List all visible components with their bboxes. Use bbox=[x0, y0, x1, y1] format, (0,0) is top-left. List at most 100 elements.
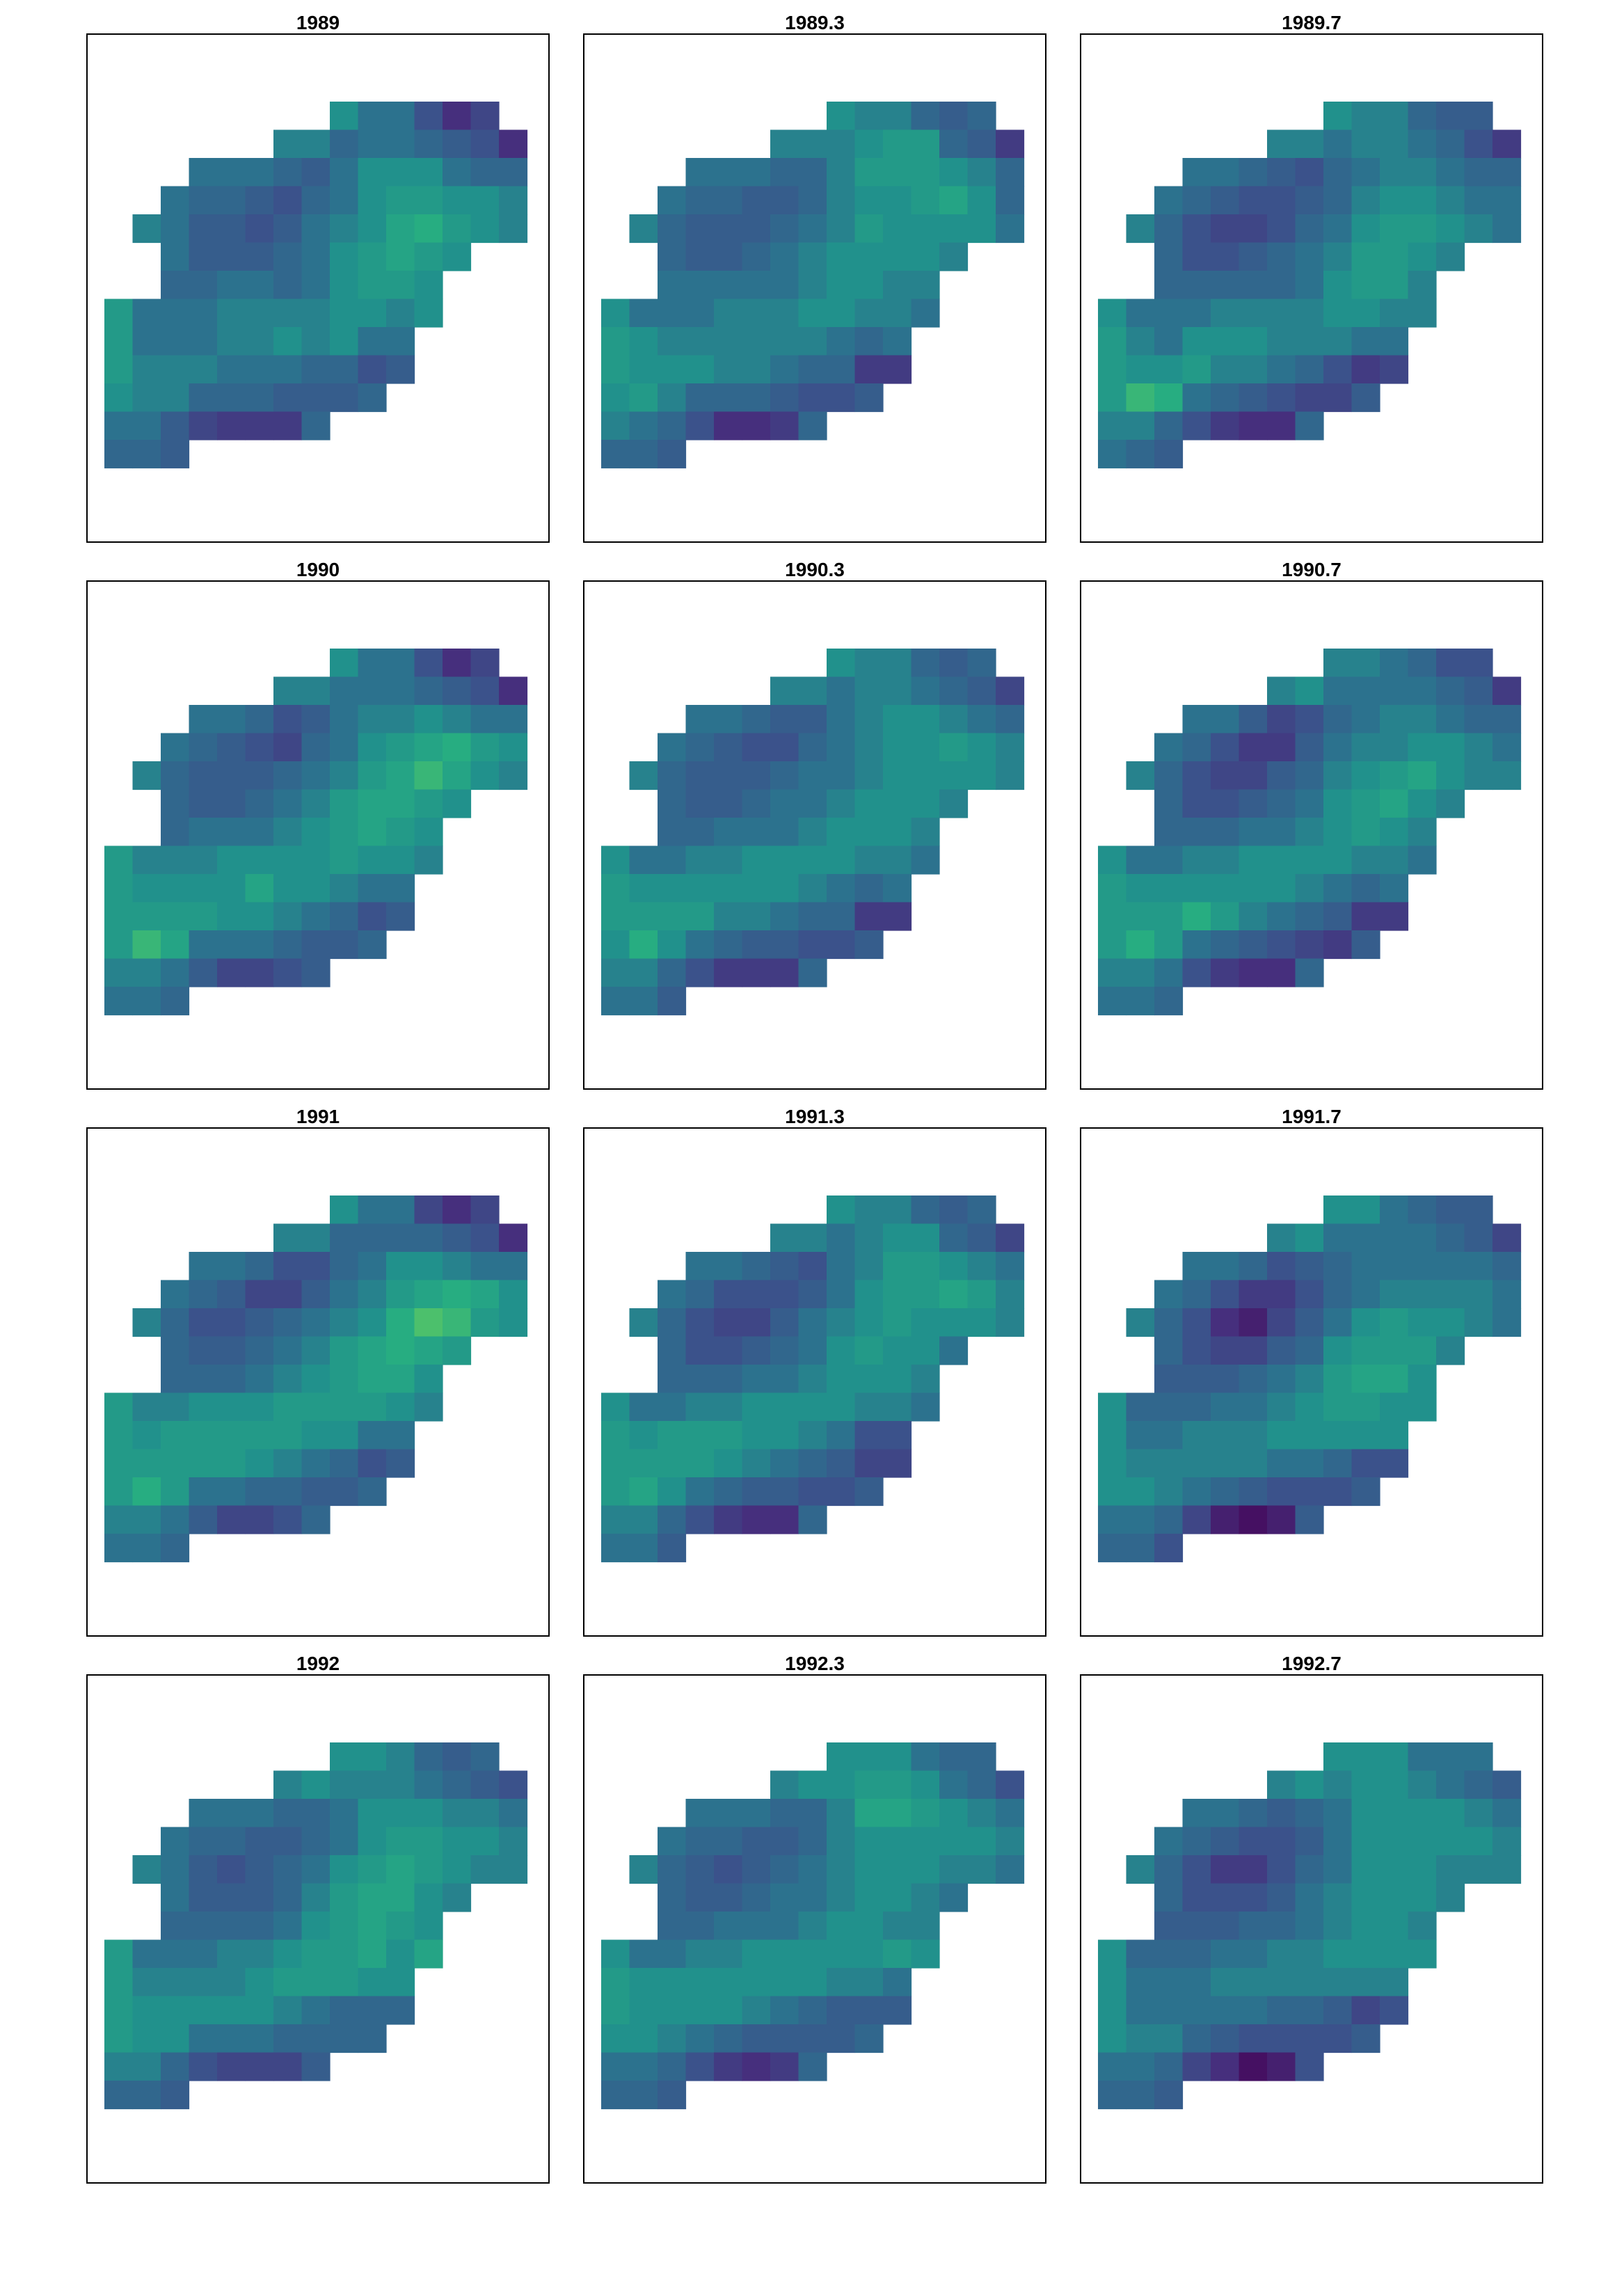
heatmap-cell bbox=[1267, 2052, 1296, 2081]
heatmap-cell bbox=[161, 242, 190, 271]
heatmap-cell bbox=[996, 1280, 1025, 1309]
heatmap-cell bbox=[104, 440, 134, 469]
heatmap-cell bbox=[470, 102, 500, 131]
heatmap-cell bbox=[742, 2052, 771, 2081]
heatmap-cell bbox=[1464, 733, 1493, 762]
heatmap-cell bbox=[770, 1799, 799, 1828]
heatmap-cell bbox=[443, 158, 472, 187]
heatmap-cell bbox=[742, 1996, 771, 2025]
heatmap-cell bbox=[301, 1996, 331, 2025]
heatmap-cell bbox=[161, 874, 190, 903]
heatmap-cell bbox=[685, 214, 715, 244]
heatmap-cell bbox=[685, 1939, 715, 1969]
heatmap-cell bbox=[104, 1939, 134, 1969]
heatmap-cell bbox=[1351, 1223, 1380, 1253]
heatmap-cell bbox=[358, 1195, 387, 1225]
heatmap-cell bbox=[132, 1534, 161, 1563]
heatmap-cell bbox=[1408, 1939, 1437, 1969]
heatmap-cell bbox=[189, 1421, 218, 1450]
heatmap-cell bbox=[273, 1223, 303, 1253]
heatmap-cell bbox=[330, 214, 359, 244]
heatmap-cell bbox=[1323, 1855, 1353, 1884]
heatmap-cell bbox=[245, 1449, 274, 1478]
heatmap-cell bbox=[132, 1477, 161, 1507]
heatmap-cell bbox=[1380, 733, 1409, 762]
heatmap-cell bbox=[1295, 1336, 1324, 1365]
heatmap-cell bbox=[189, 1252, 218, 1281]
heatmap-cell bbox=[1380, 1939, 1409, 1969]
heatmap-cell bbox=[386, 1336, 415, 1365]
heatmap-cell bbox=[1182, 1421, 1211, 1450]
heatmap-cell bbox=[301, 818, 331, 847]
heatmap-cell bbox=[189, 299, 218, 328]
heatmap-cell bbox=[273, 1883, 303, 1912]
heatmap-cell bbox=[358, 845, 387, 875]
heatmap-cell bbox=[714, 1280, 743, 1309]
heatmap-cell bbox=[386, 649, 415, 678]
heatmap-cell bbox=[742, 1252, 771, 1281]
heatmap-cell bbox=[1154, 874, 1184, 903]
heatmap-cell bbox=[245, 1855, 274, 1884]
heatmap-cell bbox=[1239, 1912, 1268, 1941]
heatmap-cell bbox=[443, 1855, 472, 1884]
heatmap-cell bbox=[911, 242, 940, 271]
heatmap-cell bbox=[1154, 845, 1184, 875]
heatmap-cell bbox=[330, 158, 359, 187]
heatmap-cell bbox=[714, 733, 743, 762]
heatmap-cell bbox=[1380, 1855, 1409, 1884]
heatmap-cell bbox=[883, 676, 912, 706]
heatmap-cell bbox=[217, 1365, 246, 1394]
heatmap-cell bbox=[798, 1855, 827, 1884]
heatmap-cell bbox=[1182, 733, 1211, 762]
heatmap-cell bbox=[1154, 355, 1184, 384]
heatmap-cell bbox=[1464, 102, 1493, 131]
heatmap-cell bbox=[658, 2052, 687, 2081]
heatmap-cell bbox=[1267, 214, 1296, 244]
heatmap-cell bbox=[1351, 186, 1380, 215]
heatmap-cell bbox=[1211, 1336, 1240, 1365]
heatmap-cell bbox=[104, 1505, 134, 1534]
heatmap-cell bbox=[358, 158, 387, 187]
heatmap-cell bbox=[443, 761, 472, 791]
heatmap-cell bbox=[996, 1223, 1025, 1253]
heatmap-cell bbox=[161, 355, 190, 384]
heatmap-cell bbox=[1098, 1534, 1127, 1563]
heatmap-cell bbox=[1182, 874, 1211, 903]
heatmap-cell bbox=[161, 1883, 190, 1912]
heatmap-cell bbox=[161, 818, 190, 847]
heatmap-cell bbox=[470, 214, 500, 244]
heatmap-cell bbox=[1436, 242, 1465, 271]
heatmap-cell bbox=[470, 1280, 500, 1309]
heatmap-cell bbox=[1211, 818, 1240, 847]
heatmap-cell bbox=[770, 1939, 799, 1969]
heatmap-cell bbox=[189, 818, 218, 847]
heatmap-cell bbox=[1436, 705, 1465, 734]
heatmap-cell bbox=[601, 874, 630, 903]
heatmap-cell bbox=[827, 271, 856, 300]
heatmap-cell bbox=[217, 1336, 246, 1365]
heatmap-cell bbox=[827, 1421, 856, 1450]
heatmap-cell bbox=[443, 789, 472, 818]
heatmap-cell bbox=[827, 733, 856, 762]
heatmap-cell bbox=[714, 874, 743, 903]
heatmap-cell bbox=[883, 1336, 912, 1365]
heatmap-cell bbox=[1351, 1421, 1380, 1450]
heatmap-cell bbox=[330, 1770, 359, 1800]
heatmap-cell bbox=[911, 789, 940, 818]
heatmap-cell bbox=[629, 1996, 658, 2025]
heatmap-cell bbox=[854, 902, 884, 931]
heatmap-cell bbox=[443, 242, 472, 271]
heatmap-cell bbox=[827, 1252, 856, 1281]
heatmap-cell bbox=[883, 1365, 912, 1394]
heatmap-cell bbox=[104, 1477, 134, 1507]
heatmap-cell bbox=[1182, 1280, 1211, 1309]
heatmap-cell bbox=[658, 845, 687, 875]
heatmap-cell bbox=[1182, 1365, 1211, 1394]
heatmap-cell bbox=[770, 1421, 799, 1450]
heatmap-cell bbox=[1182, 1477, 1211, 1507]
heatmap-grid bbox=[1098, 649, 1522, 1016]
heatmap-cell bbox=[658, 1392, 687, 1422]
heatmap-cell bbox=[301, 1505, 331, 1534]
heatmap-cell bbox=[1323, 649, 1353, 678]
heatmap-cell bbox=[1126, 1392, 1155, 1422]
